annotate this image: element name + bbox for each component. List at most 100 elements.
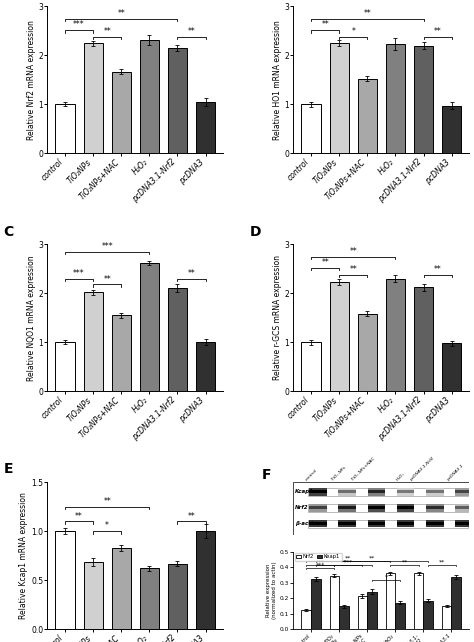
Text: *: * <box>385 575 388 579</box>
Text: H₂O₂: H₂O₂ <box>396 472 406 482</box>
Bar <box>358 314 377 391</box>
Text: ***: *** <box>344 560 353 564</box>
Text: **: ** <box>188 269 195 278</box>
Bar <box>338 504 356 512</box>
Bar <box>397 488 414 496</box>
Bar <box>308 503 467 512</box>
Bar <box>397 522 414 525</box>
Text: β-actin: β-actin <box>295 521 317 526</box>
Bar <box>329 282 349 391</box>
Bar <box>368 490 385 494</box>
Text: C: C <box>3 225 14 239</box>
Y-axis label: Relative NQO1 mRNA expression: Relative NQO1 mRNA expression <box>27 255 36 381</box>
Text: **: ** <box>103 497 111 506</box>
Text: **: ** <box>439 560 446 564</box>
Bar <box>455 490 473 494</box>
Bar <box>395 603 405 629</box>
Bar <box>308 488 467 496</box>
Bar <box>426 520 444 528</box>
Bar <box>338 490 356 494</box>
Bar <box>83 562 103 629</box>
Text: **: ** <box>188 27 195 36</box>
Text: D: D <box>249 225 261 239</box>
Bar <box>168 564 187 629</box>
Bar <box>338 522 356 525</box>
Bar <box>386 44 405 153</box>
Bar <box>414 573 423 629</box>
Bar <box>357 596 367 629</box>
Legend: Nrf2, Keap1: Nrf2, Keap1 <box>294 553 342 561</box>
Text: control: control <box>305 468 318 482</box>
Bar <box>140 568 159 629</box>
Bar <box>301 342 320 391</box>
Text: ***: *** <box>73 20 85 29</box>
Text: **: ** <box>321 20 329 29</box>
Bar <box>426 490 444 494</box>
Bar <box>112 315 131 391</box>
Y-axis label: Relative Kcap1 mRNA expression: Relative Kcap1 mRNA expression <box>19 492 28 619</box>
Bar <box>426 488 444 496</box>
Bar <box>311 579 321 629</box>
Text: **: ** <box>321 258 329 267</box>
Bar <box>442 343 461 391</box>
Bar <box>308 519 467 528</box>
Text: TiO₂ NPs+NAC: TiO₂ NPs+NAC <box>351 456 376 482</box>
Bar <box>442 606 451 629</box>
Text: *: * <box>351 27 355 36</box>
Bar <box>397 507 414 509</box>
Text: ***: *** <box>316 560 325 564</box>
Y-axis label: Relative HO1 mRNA expression: Relative HO1 mRNA expression <box>273 20 282 140</box>
Bar <box>338 488 356 496</box>
Bar <box>338 507 356 509</box>
Bar <box>329 576 339 629</box>
Bar <box>451 577 461 629</box>
Bar <box>112 71 131 153</box>
Text: *: * <box>105 521 109 530</box>
Bar <box>55 105 74 153</box>
Bar <box>358 79 377 153</box>
Text: **: ** <box>369 556 375 560</box>
Bar <box>168 48 187 153</box>
Bar <box>386 279 405 391</box>
Bar <box>455 522 473 525</box>
Bar <box>140 40 159 153</box>
Bar <box>368 520 385 528</box>
Text: **: ** <box>103 27 111 36</box>
Text: Kcap1: Kcap1 <box>295 489 314 494</box>
Bar <box>168 288 187 391</box>
Y-axis label: Relative Nrf2 mRNA expression: Relative Nrf2 mRNA expression <box>27 20 36 140</box>
Text: **: ** <box>103 275 111 284</box>
Text: E: E <box>3 462 13 476</box>
Text: ***: *** <box>73 269 85 278</box>
Text: F: F <box>262 468 271 482</box>
Bar <box>426 504 444 512</box>
Bar <box>339 606 349 629</box>
Bar <box>310 522 327 525</box>
Bar <box>397 490 414 494</box>
Bar <box>397 504 414 512</box>
Bar <box>112 548 131 629</box>
Text: **: ** <box>349 247 357 256</box>
Bar <box>310 520 327 528</box>
Bar <box>367 592 377 629</box>
Bar <box>423 600 433 629</box>
Bar <box>301 610 311 629</box>
Bar <box>55 342 74 391</box>
Bar <box>426 507 444 509</box>
Y-axis label: Relative r-GCS mRNA expression: Relative r-GCS mRNA expression <box>273 256 282 380</box>
Text: **: ** <box>345 556 352 560</box>
Text: ***: *** <box>101 242 113 251</box>
Text: TiO₂ NPs: TiO₂ NPs <box>331 465 347 482</box>
Bar <box>83 43 103 153</box>
Bar <box>140 263 159 391</box>
Bar <box>368 507 385 509</box>
Bar <box>426 522 444 525</box>
Bar <box>455 520 473 528</box>
Bar <box>338 520 356 528</box>
Text: **: ** <box>349 265 357 274</box>
Bar <box>414 46 433 153</box>
Text: **: ** <box>434 265 441 274</box>
Bar <box>310 507 327 509</box>
Text: pcDNA3.1: pcDNA3.1 <box>446 464 464 482</box>
Bar <box>310 490 327 494</box>
